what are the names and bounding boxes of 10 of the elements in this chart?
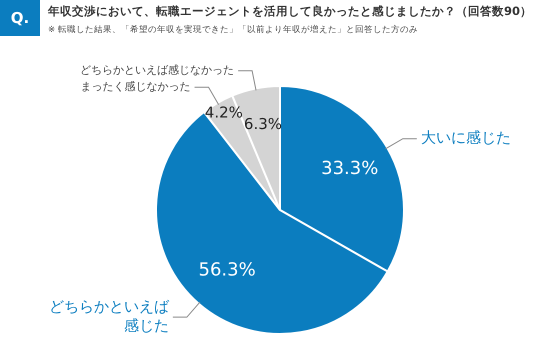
slice-label: 大いに感じた bbox=[420, 128, 511, 147]
data-label: 33.3% bbox=[321, 158, 378, 180]
chart-title: 年収交渉において、転職エージェントを活用して良かったと感じましたか？（回答数90） bbox=[48, 4, 532, 19]
slice-label: まったく感じなかった bbox=[80, 80, 191, 94]
text: Q. bbox=[0, 0, 40, 36]
slice-label: どちらかといえば感じた bbox=[48, 298, 170, 335]
chart-subtitle: ※ 転職した結果、「希望の年収を実現できた」「以前より年収が増えた」と回答した方のみ bbox=[48, 24, 419, 36]
slice-label: どちらかといえば感じなかった bbox=[80, 64, 234, 77]
data-label: 4.2% bbox=[204, 103, 243, 122]
data-label: 56.3% bbox=[198, 260, 256, 280]
